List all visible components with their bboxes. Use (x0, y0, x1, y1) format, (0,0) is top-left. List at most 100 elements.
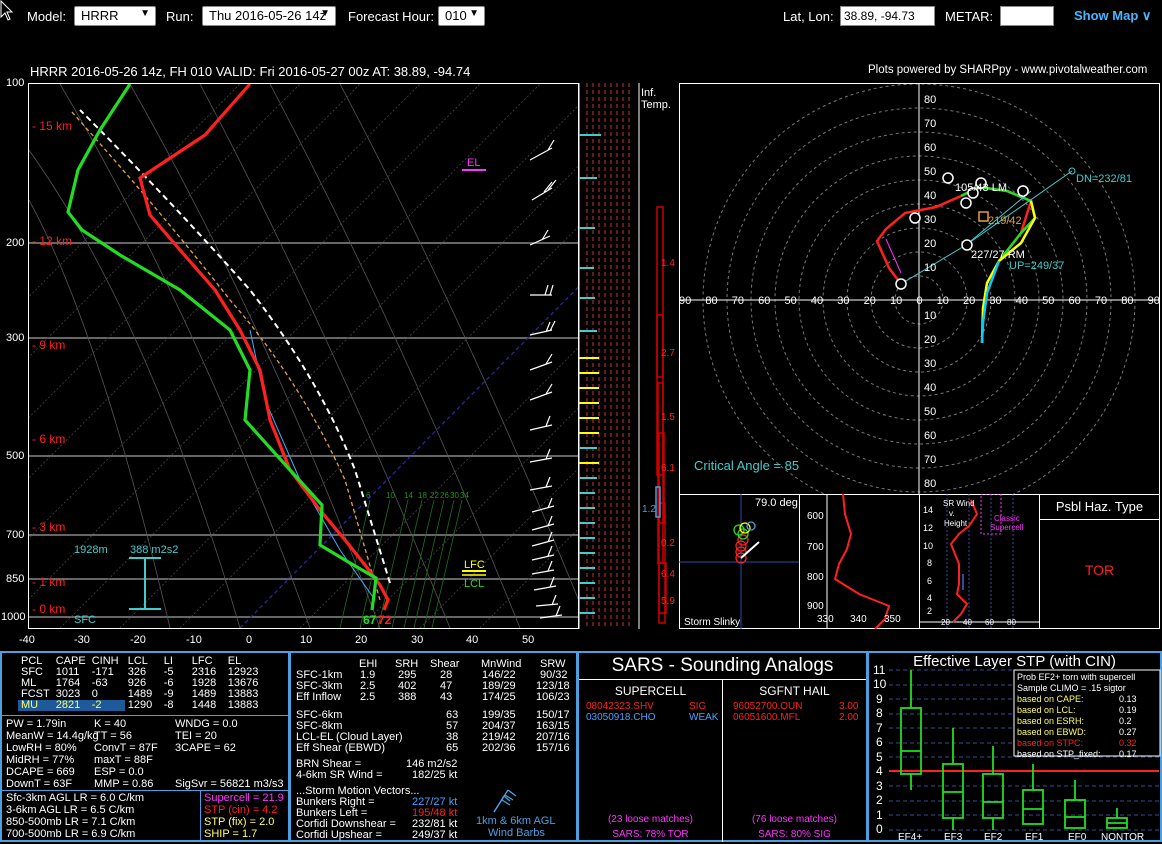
table-cell: 13883 (224, 700, 262, 711)
stp-x-label: EF3 (944, 832, 963, 843)
sars-percent: SARS: 78% TOR (612, 829, 689, 840)
col-header: EHI (359, 658, 378, 670)
srw46-label: 4-6km SR Wind = (296, 769, 383, 781)
mixing-ratio-label: 10 (386, 491, 395, 500)
hodo-tick: 70 (1094, 295, 1108, 307)
height-label: - 6 km (32, 432, 66, 446)
possible-hazard-panel (1039, 494, 1160, 629)
stp-y-tick: 11 (873, 663, 886, 677)
lfc-label: LFC (464, 559, 485, 571)
forecast-hour-label: Forecast Hour: (348, 9, 434, 24)
table-cell: FCST (21, 688, 50, 700)
srwind-title: v. (949, 509, 955, 518)
temp-tick: -40 (19, 634, 35, 646)
srwind-plot (919, 494, 1040, 629)
forecast-hour-select[interactable]: 010 ▼ (438, 6, 485, 26)
theta-x-tick: 350 (884, 614, 901, 625)
show-map-link[interactable]: Show Map ∨ (1074, 8, 1152, 23)
table-header-row: PCL CAPE CINH LCL LI LFC EL (18, 656, 261, 667)
srwind-x-tick: 20 (941, 618, 950, 627)
el-label: EL (467, 157, 481, 169)
theta-x-tick: 330 (817, 614, 834, 625)
table-cell: ML (21, 677, 37, 689)
pressure-label: 200 (6, 237, 25, 249)
srwind-x-tick: 60 (985, 618, 994, 627)
slinky-angle: 79.0 deg (755, 497, 798, 509)
col-header: MnWind (481, 658, 522, 670)
index-tt: TT = 56 (94, 730, 133, 742)
srwind-h-tick: 4 (927, 593, 933, 603)
srwind-classic-label: Classic (994, 514, 1020, 523)
wind-profile-and-inferred-temp (579, 83, 679, 629)
hodo-tick: 50 (924, 406, 937, 418)
srw46-value: 182/25 kt (412, 769, 458, 781)
powered-by-text: Plots powered by SHARPpy - www.pivotalwe… (868, 64, 1148, 76)
sars-title: SARS - Sounding Analogs (611, 655, 834, 676)
hodo-tick: 10 (924, 262, 937, 274)
pressure-label: 700 (6, 529, 25, 541)
table-cell: -9 (163, 688, 174, 700)
run-select[interactable]: Thu 2016-05-26 14z ▼ (202, 6, 336, 26)
table-cell: 157/16 (536, 742, 570, 754)
index-maxt: maxT = 88F (94, 754, 153, 766)
latlon-input[interactable] (840, 6, 935, 26)
mixing-ratio-label: 6 (366, 491, 371, 500)
height-value: 1 km (39, 575, 66, 589)
corfidi-up-value: 249/37 kt (412, 829, 458, 841)
index-midrh: MidRH = 77% (6, 754, 75, 766)
table-cell: 219/42 (482, 731, 516, 743)
stp-y-tick: 5 (876, 750, 883, 764)
inf-temp-value: 0.2 (661, 538, 675, 549)
table-cell: SFC-6km (296, 709, 343, 721)
sars-match-tag: SIG (689, 701, 707, 712)
col-header: CAPE (55, 655, 86, 667)
index-supercell: Supercell = 21.9 (204, 792, 284, 804)
table-cell: 1764 (55, 677, 81, 689)
hodo-tick: 60 (1068, 295, 1081, 307)
metar-input[interactable] (1000, 6, 1054, 26)
theta-p-tick: 600 (807, 511, 824, 522)
height-label: - 1 km (32, 575, 66, 589)
sars-supercell-heading: SUPERCELL (614, 684, 687, 698)
hodo-point-label: 2 (963, 198, 968, 207)
temp-tick: 10 (300, 634, 313, 646)
lapse-rate: Sfc-3km AGL LR = 6.0 C/km (6, 792, 145, 804)
storm-motion-heading: ...Storm Motion Vectors... (296, 785, 420, 797)
critical-angle: Critical Angle = 85 (694, 458, 800, 473)
bunkers-left-label: Bunkers Left = (296, 807, 368, 819)
table-cell: Eff Shear (EBWD) (296, 742, 386, 754)
hodo-tick: 70 (924, 118, 937, 130)
col-header: LI (163, 655, 173, 667)
hodo-tick: 10 (890, 295, 903, 307)
col-header: LFC (191, 655, 213, 667)
table-row: SFC-1km 1.9 295 28 146/22 90/32 (296, 670, 578, 681)
stp-x-label: EF2 (984, 832, 1003, 843)
inf-temp-value: 1.2 (642, 504, 656, 515)
hodo-tick: 20 (924, 238, 937, 250)
theta-p-tick: 700 (807, 542, 824, 553)
index-downt: DownT = 63F (6, 778, 73, 790)
index-esp: ESP = 0.0 (94, 766, 144, 778)
table-row: SFC-8km 57 204/37 163/15 (296, 721, 578, 732)
table-cell: 295 (398, 669, 417, 681)
bunkers-left-value: 195/48 kt (412, 807, 458, 819)
stp-prob-row-value: 0.32 (1119, 738, 1137, 748)
model-select[interactable]: HRRR ▼ (74, 6, 156, 26)
temp-tick: 50 (522, 634, 535, 646)
sars-loose-matches: (76 loose matches) (751, 814, 838, 825)
srwind-supercell-label: Supercell (990, 523, 1024, 532)
table-cell: -8 (160, 700, 189, 711)
model-select-value: HRRR (81, 8, 119, 23)
hazard-title: Psbl Haz. Type (1040, 495, 1159, 520)
sars-match: 06051600.MFL (733, 712, 801, 723)
stp-prob-row-label: based on EBWD: (1017, 727, 1087, 737)
dropdown-arrow-icon: ▼ (469, 8, 479, 19)
index-convt: ConvT = 87F (94, 742, 158, 754)
mixing-ratio-label: 34 (460, 491, 469, 500)
srwind-x-tick: 40 (963, 618, 972, 627)
height-value: 12 km (39, 234, 73, 248)
latlon-label: Lat, Lon: (783, 9, 834, 24)
index-meanw: MeanW = 14.4g/kg (6, 730, 99, 742)
table-cell: 63 (446, 709, 459, 721)
stp-y-tick: 9 (876, 692, 883, 706)
